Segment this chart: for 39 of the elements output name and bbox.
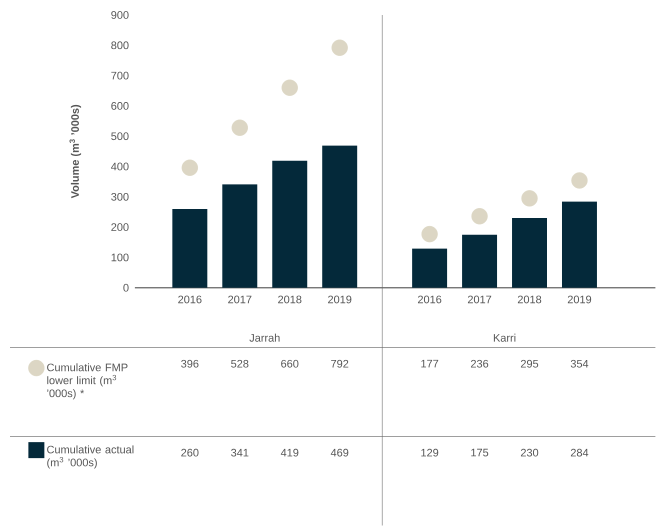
legend-label: Cumulative actual (m$^{3}$ ’000s) [47, 445, 134, 469]
y-axis-title: Volume (m$^{3}$ ’000s) [70, 105, 82, 198]
y-tick-label: 600 [111, 102, 129, 110]
data-label: 129 [421, 448, 438, 457]
y-tick-label: 800 [111, 42, 129, 50]
data-label: 260 [181, 448, 199, 457]
data-label: 295 [520, 360, 538, 368]
y-tick-label: 400 [111, 162, 129, 170]
y-tick-label: 100 [112, 254, 129, 262]
y-tick-label: 500 [111, 132, 129, 140]
data-label: 177 [421, 360, 438, 368]
data-label: 354 [570, 360, 588, 368]
data-label: 660 [281, 360, 298, 368]
x-tick-label: 2019 [328, 296, 352, 304]
data-label: 236 [470, 360, 488, 368]
data-label: 396 [181, 360, 198, 368]
x-tick-label: 2017 [228, 296, 252, 304]
y-tick-label: 700 [111, 72, 129, 80]
y-tick-label: 900 [111, 11, 129, 19]
data-label: 528 [231, 360, 248, 368]
x-tick-label: 2016 [418, 296, 442, 304]
text: Karri [494, 334, 516, 342]
data-label: 230 [520, 448, 538, 457]
y-tick-label: 200 [111, 223, 129, 232]
data-label: 792 [331, 360, 348, 368]
data-label: 341 [231, 448, 248, 457]
x-tick-label: 2017 [468, 296, 492, 304]
text: Cumulative FMP lower limit (m$^{3}$ ’000s) * [47, 363, 128, 400]
x-tick-label: 2016 [178, 296, 202, 304]
x-tick-label: 2018 [278, 296, 302, 304]
y-tick-label: 300 [111, 193, 129, 201]
text: Jarrah [249, 334, 280, 342]
data-label: 469 [330, 448, 348, 457]
data-label: 284 [570, 448, 588, 457]
x-tick-label: 2018 [518, 296, 542, 304]
data-label: 419 [280, 448, 298, 457]
data-label: 175 [471, 448, 488, 457]
x-tick-label: 2019 [568, 296, 592, 304]
y-tick-label: 0 [123, 284, 129, 292]
